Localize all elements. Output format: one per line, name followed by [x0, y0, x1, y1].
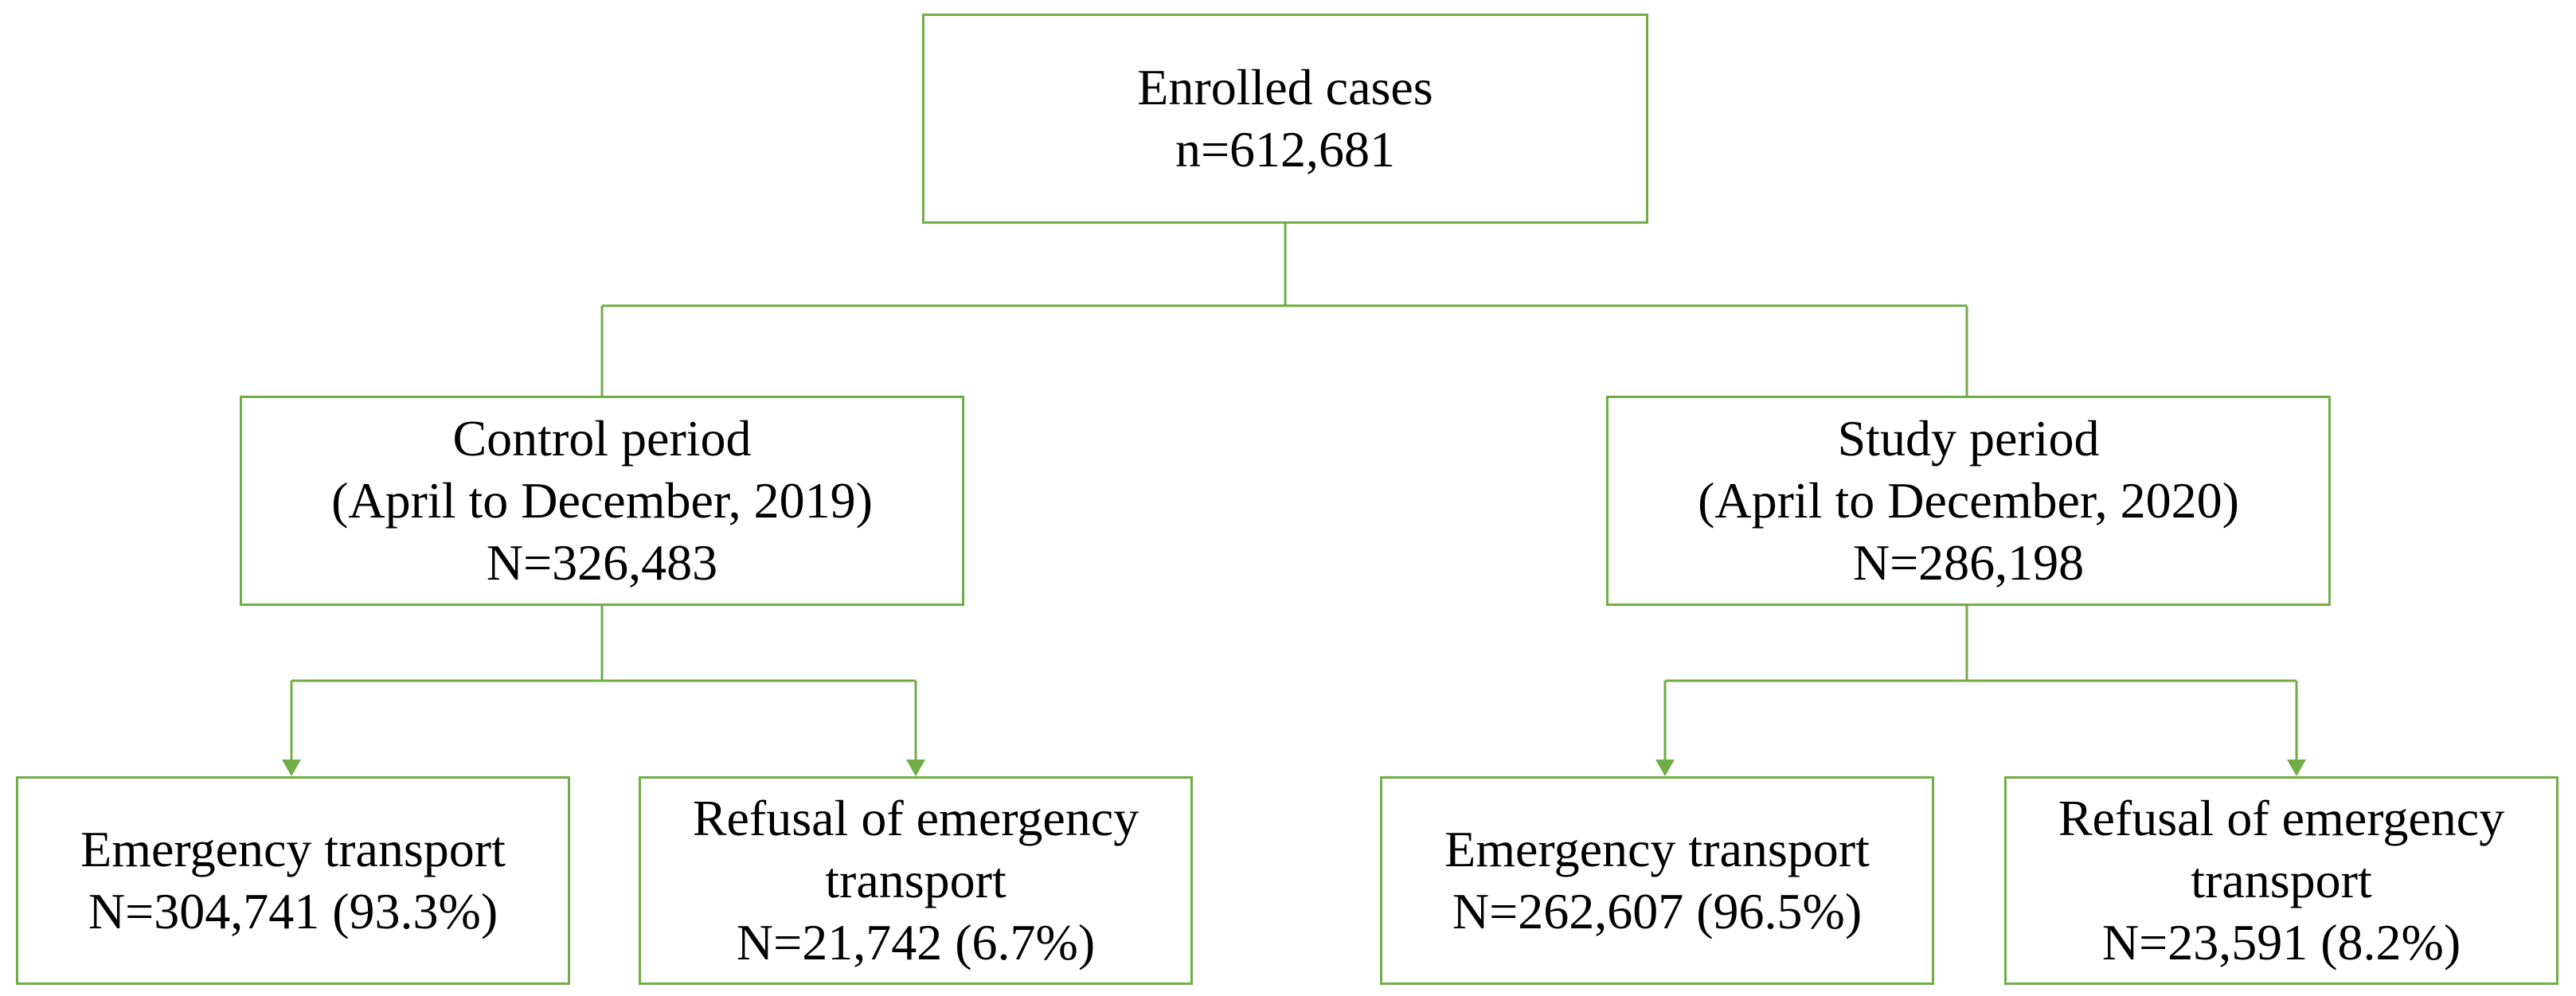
control-transport-title: Emergency transport	[80, 820, 506, 877]
arrowhead-control-refusal	[906, 760, 925, 776]
control-refusal-title-line2: transport	[825, 851, 1007, 908]
study-refusal-title-line1: Refusal of emergency	[2058, 789, 2505, 846]
control-period-box: Control period (April to December, 2019)…	[240, 396, 964, 606]
study-period-box: Study period (April to December, 2020) N…	[1606, 396, 2331, 606]
study-transport-count: N=262,607 (96.5%)	[1452, 883, 1863, 939]
study-period-title: Study period	[1837, 409, 2100, 467]
enrolled-cases-count: n=612,681	[1175, 121, 1396, 178]
enrolled-cases-title: Enrolled cases	[1137, 58, 1433, 115]
arrowhead-control-transport	[282, 760, 301, 776]
study-period-dates: (April to December, 2020)	[1698, 471, 2239, 529]
arrowhead-study-refusal	[2287, 760, 2306, 776]
study-refusal-count: N=23,591 (8.2%)	[2101, 914, 2461, 971]
control-refusal-title-line1: Refusal of emergency	[692, 789, 1139, 846]
study-refusal-box: Refusal of emergency transport N=23,591 …	[2004, 776, 2558, 985]
arrowhead-study-transport	[1655, 760, 1675, 776]
control-refusal-count: N=21,742 (6.7%)	[736, 914, 1096, 971]
study-emergency-transport-box: Emergency transport N=262,607 (96.5%)	[1380, 776, 1934, 985]
control-period-count: N=326,483	[486, 534, 718, 592]
study-transport-title: Emergency transport	[1444, 820, 1870, 877]
control-period-dates: (April to December, 2019)	[331, 471, 873, 529]
enrolled-cases-box: Enrolled cases n=612,681	[922, 14, 1648, 224]
control-period-title: Control period	[452, 409, 752, 467]
study-period-count: N=286,198	[1852, 534, 2085, 592]
study-refusal-title-line2: transport	[2191, 851, 2372, 908]
control-refusal-box: Refusal of emergency transport N=21,742 …	[639, 776, 1193, 985]
control-emergency-transport-box: Emergency transport N=304,741 (93.3%)	[16, 776, 570, 985]
control-transport-count: N=304,741 (93.3%)	[88, 883, 498, 939]
